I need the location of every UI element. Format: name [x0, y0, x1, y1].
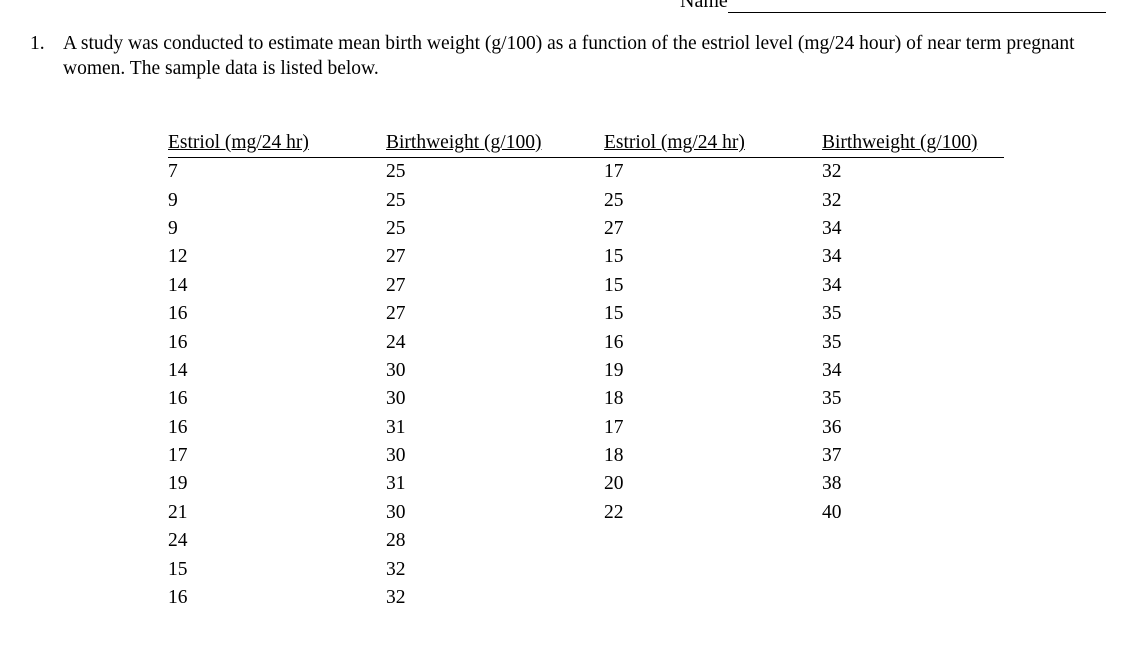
table-cell: 31 [386, 473, 406, 495]
table-cell: 15 [604, 303, 624, 325]
table-cell: 38 [822, 473, 842, 495]
table-cell [604, 555, 822, 583]
question-1: 1. A study was conducted to estimate mea… [30, 31, 1120, 81]
table-cell: 28 [386, 530, 406, 552]
table-row: 7 25 17 32 [168, 158, 1004, 187]
table-cell: 32 [386, 558, 406, 580]
table-row: 21 30 22 40 [168, 499, 1004, 527]
table-row: 16 31 17 36 [168, 414, 1004, 442]
table-row: 24 28 [168, 527, 1004, 555]
table-cell: 17 [604, 416, 624, 438]
name-label: Name [680, 0, 728, 12]
data-table: Estriol (mg/24 hr) Birthweight (g/100) E… [168, 132, 1004, 612]
table-cell: 30 [386, 359, 406, 381]
table-cell: 34 [822, 274, 842, 296]
table-row: 19 31 20 38 [168, 470, 1004, 498]
table-cell: 34 [822, 217, 842, 239]
table-cell: 30 [386, 388, 406, 410]
table-cell: 40 [822, 501, 842, 523]
table-cell: 35 [822, 303, 842, 325]
table-cell: 34 [822, 359, 842, 381]
table-cell: 16 [168, 331, 188, 353]
table-cell: 19 [604, 359, 624, 381]
question-text: A study was conducted to estimate mean b… [63, 33, 1075, 79]
table-cell: 21 [168, 501, 188, 523]
table-cell: 32 [822, 161, 842, 183]
table-cell: 35 [822, 331, 842, 353]
table-row: 15 32 [168, 555, 1004, 583]
table-cell: 24 [386, 331, 406, 353]
table-cell: 9 [168, 189, 178, 211]
column-header: Birthweight (g/100) [822, 132, 1004, 158]
table-cell [604, 527, 822, 555]
table-cell: 27 [386, 246, 406, 268]
table-row: 17 30 18 37 [168, 442, 1004, 470]
table-cell: 16 [168, 416, 188, 438]
table-cell: 24 [168, 530, 188, 552]
table-cell: 31 [386, 416, 406, 438]
table-row: 16 30 18 35 [168, 385, 1004, 413]
name-field: Name [680, 0, 1106, 13]
name-blank-line [727, 0, 1106, 13]
table-cell: 35 [822, 388, 842, 410]
table-cell: 16 [604, 331, 624, 353]
column-header: Estriol (mg/24 hr) [168, 132, 386, 158]
table-cell [822, 555, 1004, 583]
table-cell: 34 [822, 246, 842, 268]
table-cell: 25 [386, 217, 406, 239]
table-cell: 32 [822, 189, 842, 211]
table-cell: 17 [604, 161, 624, 183]
table-row: 9 25 27 34 [168, 215, 1004, 243]
table-cell: 15 [168, 558, 188, 580]
table-cell: 14 [168, 359, 188, 381]
table-cell: 18 [604, 388, 624, 410]
table-cell: 15 [604, 246, 624, 268]
table-cell: 22 [604, 501, 624, 523]
table-cell: 19 [168, 473, 188, 495]
table-cell: 25 [386, 161, 406, 183]
table-cell: 30 [386, 501, 406, 523]
table-cell: 18 [604, 445, 624, 467]
table-cell: 37 [822, 445, 842, 467]
question-number: 1. [30, 33, 45, 54]
table-cell: 7 [168, 161, 178, 183]
table-cell: 16 [168, 303, 188, 325]
column-header: Birthweight (g/100) [386, 132, 604, 158]
table-row: 16 27 15 35 [168, 300, 1004, 328]
table-cell: 9 [168, 217, 178, 239]
table-cell: 25 [386, 189, 406, 211]
table-row: 14 27 15 34 [168, 272, 1004, 300]
table-row: 14 30 19 34 [168, 357, 1004, 385]
header-row: Estriol (mg/24 hr) Birthweight (g/100) E… [168, 132, 1004, 158]
table-cell: 25 [604, 189, 624, 211]
table-row: 16 32 [168, 584, 1004, 612]
column-header: Estriol (mg/24 hr) [604, 132, 822, 158]
table-cell: 27 [386, 303, 406, 325]
table-cell [822, 584, 1004, 612]
table-cell: 16 [168, 587, 188, 609]
table-cell: 17 [168, 445, 188, 467]
table-row: 9 25 25 32 [168, 186, 1004, 214]
table-cell: 12 [168, 246, 188, 268]
table-cell: 32 [386, 587, 406, 609]
table-cell: 14 [168, 274, 188, 296]
table-cell: 30 [386, 445, 406, 467]
table-cell: 27 [604, 217, 624, 239]
table-cell [822, 527, 1004, 555]
table-row: 16 24 16 35 [168, 328, 1004, 356]
table-cell: 16 [168, 388, 188, 410]
table-cell: 27 [386, 274, 406, 296]
table-cell [604, 584, 822, 612]
table-row: 12 27 15 34 [168, 243, 1004, 271]
table-cell: 36 [822, 416, 842, 438]
table-cell: 20 [604, 473, 624, 495]
table-cell: 15 [604, 274, 624, 296]
